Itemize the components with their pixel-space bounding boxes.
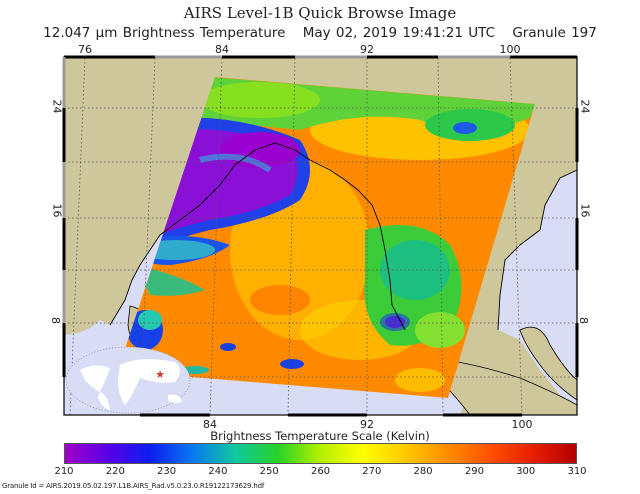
lon-label-92: 92 — [360, 43, 374, 56]
lat-label-right-24: 24 — [578, 99, 592, 114]
brightness-temperature-map: ★ — [62, 55, 579, 417]
land-sumatra — [429, 357, 577, 415]
lon-label-bottom-100: 100 — [511, 418, 533, 431]
granule-label: Granule 197 — [512, 25, 597, 41]
colorbar-tick-220: 220 — [105, 466, 125, 477]
lon-label-100: 100 — [499, 43, 521, 56]
colorbar-tick-280: 280 — [413, 466, 433, 477]
datetime-label: May 02, 2019 19:41:21 UTC — [302, 25, 496, 41]
colorbar — [64, 443, 577, 464]
colorbar-tick-230: 230 — [157, 466, 177, 477]
lat-label-left-16: 16 — [50, 203, 64, 218]
colorbar-tick-290: 290 — [464, 466, 484, 477]
colorbar-tick-210: 210 — [54, 466, 74, 477]
colorbar-tick-310: 310 — [567, 466, 587, 477]
lat-label-left-24: 24 — [50, 99, 64, 114]
image-subtitle: 12.047 μm Brightness Temperature May 02,… — [0, 25, 640, 41]
lat-label-left-8: 8 — [49, 317, 62, 324]
image-title: AIRS Level-1B Quick Browse Image — [183, 4, 457, 22]
colorbar-tick-250: 250 — [259, 466, 279, 477]
colorbar-tick-300: 300 — [516, 466, 536, 477]
colorbar-tick-260: 260 — [310, 466, 331, 477]
colorbar-tick-240: 240 — [208, 466, 228, 477]
lon-label-bottom-84: 84 — [203, 418, 217, 431]
lat-label-right-16: 16 — [578, 203, 592, 218]
lon-label-bottom-92: 92 — [360, 418, 374, 431]
channel-label: 12.047 μm Brightness Temperature — [43, 25, 286, 41]
colorbar-title: Brightness Temperature Scale (Kelvin) — [210, 429, 430, 443]
lat-label-right-8: 8 — [577, 317, 590, 324]
location-star-icon: ★ — [155, 368, 165, 381]
world-locator-inset: ★ — [65, 346, 191, 414]
lon-label-84: 84 — [215, 43, 229, 56]
granule-id: Granule Id = AIRS.2019.05.02.197.L1B.AIR… — [2, 482, 265, 490]
colorbar-tick-270: 270 — [362, 466, 382, 477]
lon-label-76: 76 — [78, 43, 92, 56]
land-malay-peninsula — [519, 326, 577, 401]
